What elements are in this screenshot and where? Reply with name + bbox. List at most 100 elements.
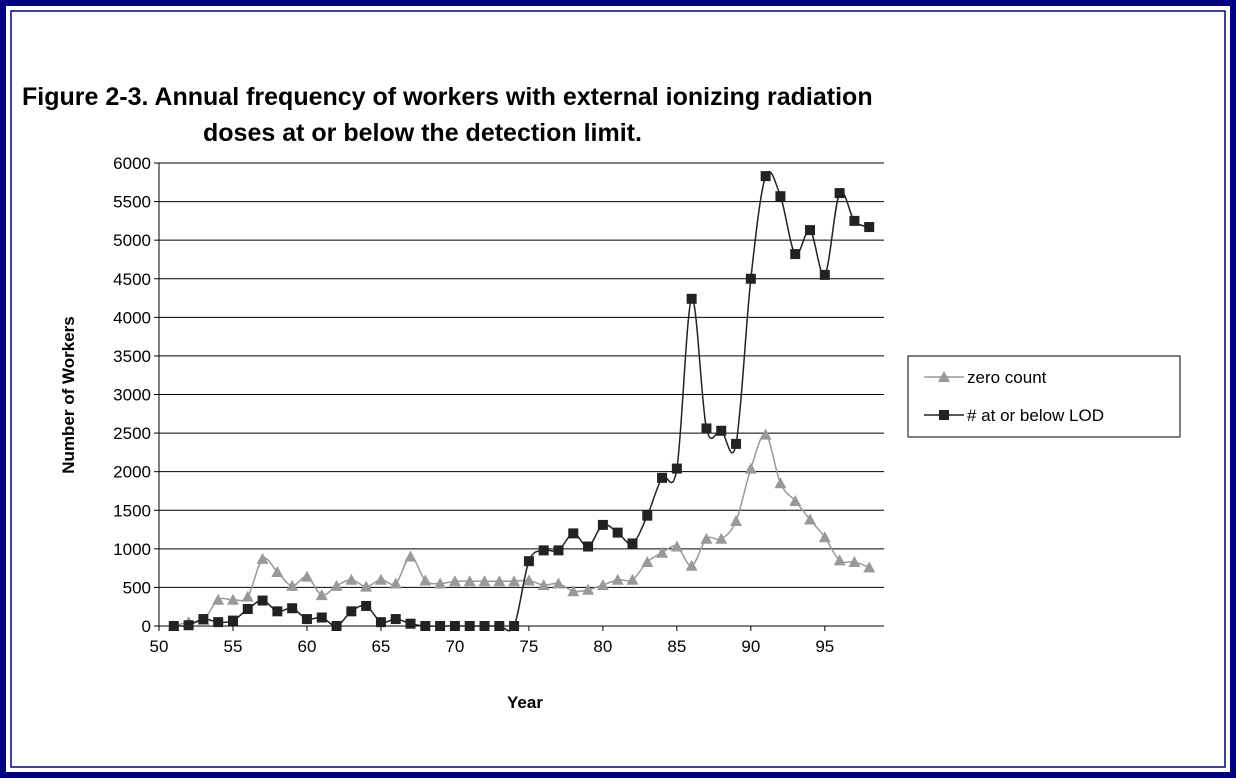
data-point	[790, 249, 801, 260]
data-point	[730, 515, 743, 527]
data-point	[759, 428, 772, 440]
data-point	[242, 604, 253, 615]
data-point	[611, 573, 624, 585]
data-point	[272, 606, 283, 617]
data-point	[744, 462, 757, 474]
data-point	[449, 621, 460, 631]
data-point	[360, 580, 373, 592]
data-point	[523, 556, 534, 567]
y-tick-label: 3500	[113, 347, 151, 366]
y-tick-label: 5500	[113, 193, 151, 212]
data-point	[745, 273, 756, 284]
data-point	[864, 222, 875, 233]
data-point	[670, 540, 683, 552]
y-tick-label: 2000	[113, 463, 151, 482]
data-point	[642, 510, 653, 521]
data-point	[522, 574, 535, 586]
y-tick-label: 4000	[113, 308, 151, 327]
x-tick-label: 50	[150, 637, 169, 656]
data-point	[627, 538, 638, 549]
y-tick-label: 1000	[113, 540, 151, 559]
data-point	[330, 579, 343, 591]
data-point	[641, 555, 654, 567]
data-point	[731, 438, 742, 449]
data-point	[301, 614, 312, 625]
data-point	[478, 575, 491, 587]
y-tick-label: 0	[142, 617, 151, 636]
data-point	[833, 554, 846, 566]
y-tick-label: 500	[123, 578, 151, 597]
data-point	[848, 555, 861, 567]
data-point	[805, 225, 816, 236]
data-point	[508, 575, 521, 587]
data-point	[390, 614, 401, 625]
data-point	[463, 575, 476, 587]
data-point	[612, 527, 623, 538]
data-point	[435, 621, 446, 631]
data-point	[448, 575, 461, 587]
data-point	[389, 577, 402, 589]
data-point	[596, 579, 609, 591]
x-tick-label: 55	[224, 637, 243, 656]
x-tick-label: 90	[741, 637, 760, 656]
legend-box	[907, 355, 1181, 438]
data-point	[715, 532, 728, 544]
data-point	[834, 188, 845, 199]
data-point	[226, 593, 239, 605]
data-point	[597, 519, 608, 530]
y-tick-label: 3000	[113, 386, 151, 405]
data-point	[375, 617, 386, 628]
y-tick-label: 6000	[113, 154, 151, 173]
data-point	[700, 532, 713, 544]
chart-title: Figure 2-3. Annual frequency of workers …	[22, 83, 873, 111]
legend-marker	[938, 371, 950, 382]
data-point	[346, 606, 357, 617]
data-point	[286, 579, 299, 591]
data-point	[818, 531, 831, 543]
x-tick-label: 75	[519, 637, 538, 656]
data-point	[804, 513, 817, 525]
data-point	[315, 589, 328, 601]
data-point	[241, 590, 254, 602]
data-point	[538, 545, 549, 556]
data-point	[701, 423, 712, 434]
data-point	[671, 463, 682, 474]
data-point	[552, 577, 565, 589]
data-point	[774, 477, 787, 489]
x-tick-label: 60	[297, 637, 316, 656]
data-point	[183, 620, 194, 631]
y-axis-label: Number of Workers	[59, 316, 78, 473]
data-point	[583, 541, 594, 552]
data-point	[568, 528, 579, 539]
data-point	[287, 603, 298, 614]
legend-label: zero count	[967, 368, 1047, 387]
data-point	[434, 577, 447, 589]
data-point	[256, 552, 269, 564]
chart-subtitle: doses at or below the detection limit.	[203, 119, 642, 147]
data-point	[257, 595, 268, 606]
data-point	[345, 573, 358, 585]
data-point	[227, 615, 238, 626]
data-point	[331, 621, 342, 631]
data-point	[479, 621, 490, 631]
data-point	[464, 621, 475, 631]
x-tick-label: 80	[593, 637, 612, 656]
data-point	[789, 494, 802, 506]
data-point	[819, 269, 830, 280]
inner-frame	[10, 10, 1226, 768]
data-point	[537, 579, 550, 591]
data-point	[361, 600, 372, 611]
data-point	[657, 472, 668, 483]
y-tick-label: 1500	[113, 501, 151, 520]
y-tick-label: 2500	[113, 424, 151, 443]
y-tick-label: 4500	[113, 270, 151, 289]
data-point	[760, 171, 771, 182]
data-point	[567, 585, 580, 597]
data-point	[316, 612, 327, 623]
data-point	[213, 617, 224, 628]
data-point	[656, 546, 669, 558]
data-point	[686, 293, 697, 304]
data-point	[300, 570, 313, 582]
x-tick-label: 65	[371, 637, 390, 656]
